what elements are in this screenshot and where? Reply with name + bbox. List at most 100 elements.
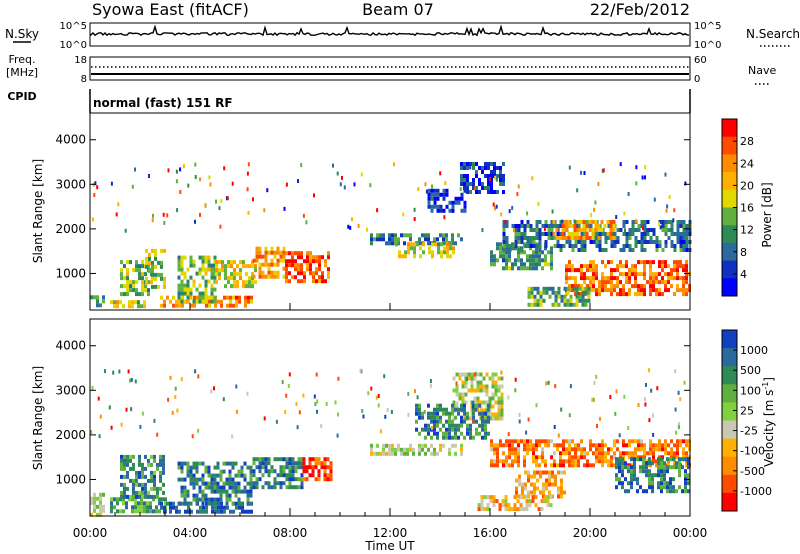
power-echo-cell [586, 268, 589, 273]
power-echo-cell [126, 272, 129, 277]
power-echo-cell [215, 280, 218, 285]
power-echo-cell [312, 279, 315, 284]
velocity-echo-cell [270, 465, 274, 470]
velocity-echo-cell [534, 503, 538, 508]
power-echo-cell [643, 224, 647, 228]
power-echo-cell [126, 284, 129, 289]
velocity-echo-cell [624, 489, 627, 494]
velocity-echo-cell [673, 459, 676, 464]
power-echo-cell [670, 276, 673, 281]
velocity-echo-cell [164, 501, 167, 506]
power-echo-cell [529, 254, 532, 259]
velocity-echo-cell [120, 422, 123, 427]
velocity-echo-cell [523, 443, 526, 448]
power-echo-cell [505, 258, 508, 263]
velocity-echo-cell [484, 435, 487, 440]
velocity-echo-cell [655, 443, 658, 448]
velocity-echo-cell [500, 408, 504, 413]
velocity-echo-cell [228, 473, 232, 478]
power-echo-cell [475, 170, 478, 174]
power-echo-cell [180, 283, 184, 288]
power-echo-cell [175, 169, 178, 174]
power-echo-cell [667, 236, 671, 240]
velocity-echo-cell [489, 499, 493, 504]
power-echo-cell [487, 162, 490, 166]
power-echo-cell [601, 272, 604, 277]
power-echo-cell [199, 177, 202, 182]
velocity-echo-cell [528, 499, 532, 504]
power-echo-cell [267, 262, 271, 267]
velocity-echo-cell [263, 416, 266, 421]
power-echo-cell [595, 236, 599, 240]
power-echo-cell [131, 300, 134, 305]
velocity-echo-cell [213, 497, 217, 502]
power-echo-cell [554, 290, 558, 295]
power-echo-cell [581, 286, 585, 291]
power-echo-cell [248, 276, 251, 281]
velocity-echo-cell [484, 423, 487, 428]
power-echo-cell [499, 166, 502, 170]
power-echo-cell [655, 288, 658, 293]
velocity-echo-cell [624, 461, 627, 466]
velocity-echo-cell [326, 457, 330, 462]
velocity-echo-cell [634, 451, 637, 456]
velocity-echo-cell [436, 431, 439, 436]
velocity-echo-cell [403, 447, 406, 452]
power-echo-cell [129, 288, 132, 293]
power-echo-cell [575, 290, 579, 295]
velocity-echo-cell [427, 411, 430, 416]
velocity-echo-cell [517, 459, 520, 464]
power-cbar-swatch [722, 260, 737, 279]
power-echo-cell [385, 241, 388, 246]
power-echo-cell [538, 236, 542, 240]
power-echo-cell [634, 272, 637, 277]
velocity-echo-cell [593, 380, 596, 385]
velocity-echo-cell [291, 457, 295, 462]
velocity-echo-cell [516, 499, 520, 504]
power-echo-cell [661, 248, 665, 252]
velocity-echo-cell [325, 401, 328, 406]
power-echo-cell [679, 276, 682, 281]
power-echo-cell [181, 303, 184, 308]
power-echo-cell [548, 294, 552, 299]
power-echo-cell [655, 272, 658, 277]
velocity-echo-cell [126, 462, 129, 467]
velocity-echo-cell [273, 481, 277, 486]
power-echo-cell [493, 254, 496, 259]
velocity-echo-cell [540, 499, 544, 504]
velocity-echo-cell [391, 451, 394, 456]
power-echo-cell [561, 232, 565, 236]
power-echo-cell [622, 244, 626, 248]
power-echo-cell [242, 260, 245, 265]
power-echo-cell [556, 244, 560, 248]
velocity-echo-cell [538, 439, 541, 444]
velocity-echo-cell [464, 372, 468, 377]
velocity-echo-cell [186, 493, 190, 498]
power-echo-cell [487, 186, 490, 190]
velocity-echo-cell [595, 451, 598, 456]
power-echo-cell [664, 220, 668, 224]
velocity-echo-cell [316, 409, 318, 414]
power-echo-cell [567, 232, 571, 236]
power-echo-cell [276, 270, 280, 275]
velocity-echo-cell [637, 403, 640, 408]
power-echo-cell [601, 280, 604, 285]
velocity-echo-cell [497, 384, 501, 389]
power-echo-cell [532, 250, 535, 255]
power-echo-cell [451, 200, 455, 205]
power-echo-cell [177, 267, 181, 272]
power-echo-cell [370, 241, 373, 246]
power-echo-cell [151, 272, 154, 277]
velocity-echo-cell [507, 503, 511, 508]
power-echo-cell [569, 298, 573, 303]
power-echo-cell [457, 196, 461, 201]
power-echo-cell [419, 246, 422, 251]
velocity-echo-cell [406, 447, 409, 452]
velocity-echo-cell [463, 403, 466, 408]
power-echo-cell [180, 267, 184, 272]
velocity-echo-cell [273, 485, 277, 490]
velocity-echo-cell [639, 457, 642, 462]
velocity-echo-cell [630, 473, 633, 478]
power-echo-cell [238, 299, 241, 304]
velocity-xtick-label: 20:00 [573, 526, 608, 540]
